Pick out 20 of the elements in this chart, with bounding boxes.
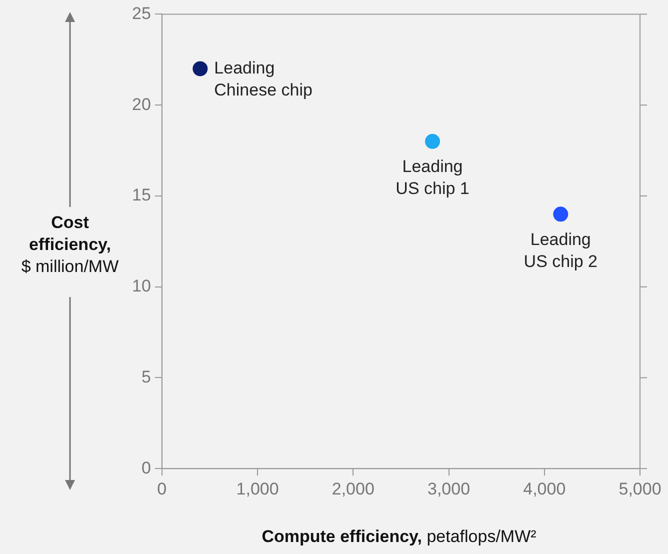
point bbox=[425, 134, 440, 149]
y-tick-label: 25 bbox=[132, 4, 151, 23]
series-label: Leading US chip 2 bbox=[524, 230, 598, 271]
x-tick-label: 2,000 bbox=[332, 479, 374, 498]
point bbox=[553, 206, 568, 222]
y-tick-label: 20 bbox=[132, 94, 151, 114]
y-tick-label: 15 bbox=[132, 186, 151, 205]
series-label: Leading US chip 1 bbox=[396, 157, 470, 198]
y-axis-title: Cost efficiency, $ million/MW bbox=[20, 212, 120, 278]
x-tick-label: 5,000 bbox=[618, 479, 662, 498]
x-axis-title: Compute efficiency, petaflops/MW² bbox=[262, 527, 536, 546]
y-tick-label: 10 bbox=[132, 276, 151, 296]
series-label: Leading Chinese chip bbox=[214, 58, 312, 100]
x-tick-label: 3,000 bbox=[427, 479, 470, 498]
point bbox=[192, 61, 208, 76]
x-tick-label: 1,000 bbox=[236, 479, 279, 498]
y-tick-label: 5 bbox=[141, 367, 151, 386]
y-tick-label: 0 bbox=[141, 458, 151, 478]
x-tick-label: 0 bbox=[157, 479, 167, 498]
x-tick-label: 4,000 bbox=[523, 479, 566, 498]
